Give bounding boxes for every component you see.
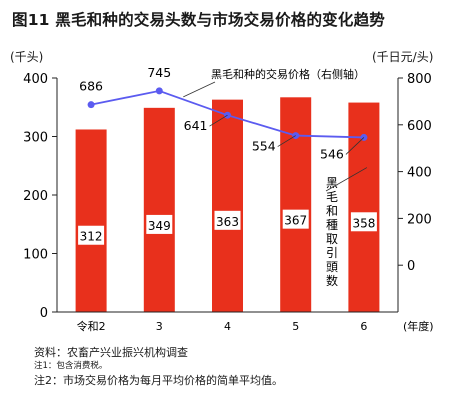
- bar-series-label-char: 取: [326, 232, 338, 246]
- bar-series-leader: [325, 167, 368, 192]
- price-label-leader: [277, 135, 296, 147]
- note-1: 注1：包含消费税。: [34, 361, 108, 371]
- bar-series-label-char: 毛: [326, 190, 338, 204]
- price-value-label: 546: [320, 146, 344, 161]
- price-point-0: [87, 101, 95, 109]
- x-tick-label: 6: [360, 320, 367, 333]
- bar-value-label: 349: [148, 219, 171, 233]
- x-tick-label: 3: [156, 320, 163, 333]
- chart-title: 图11 黑毛和种的交易头数与市场交易价格的变化趋势: [12, 11, 385, 29]
- bar-3: [280, 97, 312, 313]
- source-note: 资料：农畜产兴业振兴机构调查: [34, 346, 188, 359]
- price-value-label: 686: [79, 79, 103, 94]
- price-point-1: [155, 87, 163, 95]
- right-tick-label: 800: [407, 72, 432, 87]
- bar-series-label-char: 頭: [326, 260, 338, 274]
- left-tick-label: 0: [40, 306, 48, 321]
- x-tick-label: 令和2: [77, 319, 106, 333]
- left-tick-label: 300: [23, 131, 48, 146]
- right-tick-label: 600: [407, 119, 432, 134]
- left-tick-label: 100: [23, 248, 48, 263]
- bar-series-label-char: 引: [326, 246, 338, 260]
- bar-2: [212, 99, 243, 313]
- bar-0: [75, 129, 107, 312]
- bar-value-label: 367: [284, 214, 307, 228]
- right-axis-unit: (千日元/头): [372, 50, 434, 64]
- price-label-leader: [345, 137, 365, 155]
- bar-value-label: 312: [80, 230, 103, 244]
- right-tick-label: 200: [407, 212, 432, 227]
- bar-value-label: 363: [216, 215, 239, 229]
- price-series-legend: 黑毛和种的交易价格（右侧轴）: [211, 67, 365, 81]
- price-legend-leader: [183, 81, 216, 98]
- price-label-leader: [209, 114, 228, 127]
- right-tick-label: 400: [407, 166, 432, 181]
- bar-1: [143, 107, 175, 313]
- bar-series-label-char: 和: [326, 204, 338, 218]
- bar-value-box: [282, 209, 309, 229]
- left-tick-label: 400: [23, 72, 48, 87]
- x-tick-label: 5: [292, 320, 299, 333]
- bar-series-label-char: 黑: [326, 176, 338, 190]
- price-value-label: 641: [184, 118, 208, 133]
- bar-series-label-char: 数: [326, 273, 338, 288]
- x-tick-label: 4: [224, 320, 231, 333]
- note-2: 注2：市场交易价格为每月平均价格的简单平均值。: [34, 374, 283, 387]
- bar-value-box: [214, 210, 241, 230]
- right-tick-label: 0: [407, 259, 415, 274]
- bar-value-label: 358: [352, 216, 375, 230]
- bar-value-box: [350, 212, 377, 232]
- price-value-label: 745: [147, 65, 171, 80]
- left-axis-unit: (千头): [10, 50, 44, 64]
- price-value-label: 554: [252, 139, 276, 154]
- x-axis-unit: (年度): [403, 319, 434, 333]
- bar-value-box: [146, 214, 173, 234]
- left-tick-label: 200: [23, 189, 48, 204]
- bar-value-box: [78, 225, 105, 245]
- bar-series-label-char: 種: [326, 218, 338, 232]
